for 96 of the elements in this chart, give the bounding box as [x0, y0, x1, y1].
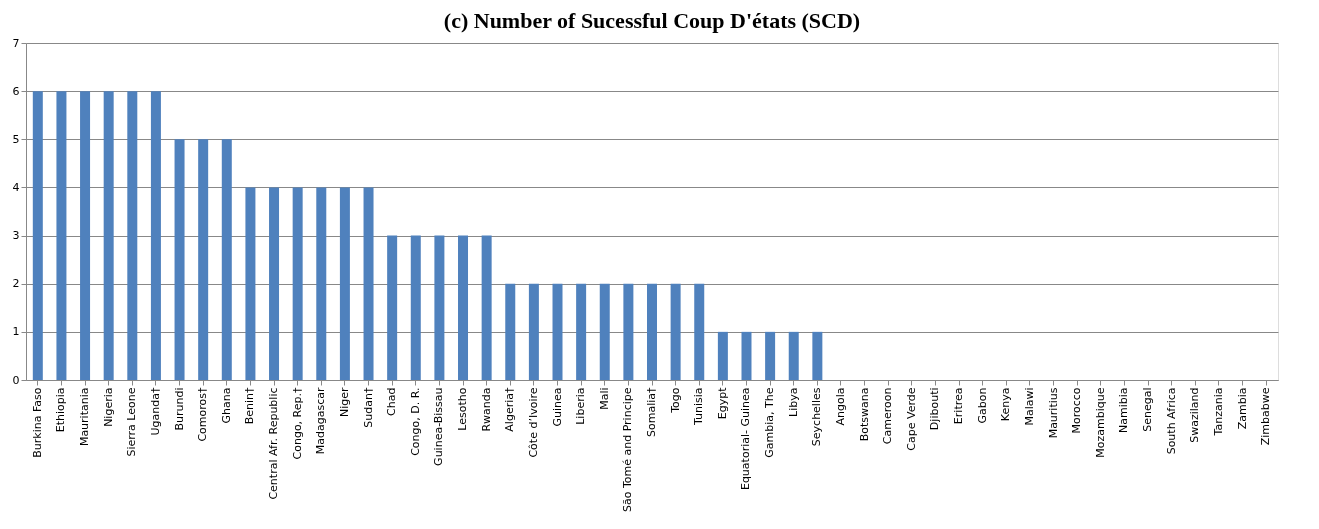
chart-title: (c) Number of Sucessful Coup D'états (SCD) — [443, 8, 861, 33]
bar — [127, 91, 138, 380]
x-tick-label: Côte d’Ivoire — [526, 387, 540, 458]
bar — [292, 187, 303, 380]
bar — [717, 331, 728, 380]
bar — [32, 91, 43, 380]
bar — [694, 283, 705, 380]
bar — [623, 283, 634, 380]
bar — [647, 283, 657, 380]
bar — [269, 187, 280, 380]
x-tick-label: Togo — [668, 387, 682, 414]
bar — [363, 187, 374, 380]
x-tick-label: Congo, D. R. — [408, 387, 422, 456]
x-tick-label: Swaziland — [1188, 387, 1202, 443]
bar — [198, 139, 209, 380]
bar — [339, 187, 350, 380]
x-tick-label: Cameroon — [881, 387, 895, 445]
bar — [434, 235, 445, 380]
x-tick-label: Tanzania — [1211, 387, 1225, 437]
x-tick-label: Ethiopia — [54, 387, 68, 433]
x-tick-label: Seychelles — [810, 387, 824, 447]
bar — [670, 283, 681, 380]
x-tick-label: Niger — [337, 387, 351, 418]
x-tick-label: Zambia — [1235, 387, 1249, 430]
x-tick-label: Chad — [385, 387, 399, 416]
bar — [765, 331, 776, 380]
x-tick-label: Morocco — [1070, 387, 1084, 434]
bar — [174, 139, 185, 380]
bar — [552, 283, 563, 380]
y-tick-label: 2 — [12, 277, 20, 291]
x-tick-label: Liberia — [574, 387, 588, 425]
x-tick-label: Senegal — [1141, 387, 1155, 432]
x-tick-label: Lesotho — [456, 387, 470, 431]
x-tick-label: Botswana — [857, 387, 871, 442]
y-tick-label: 1 — [12, 325, 20, 339]
x-tick-label: Equatorial- Guinea — [739, 387, 753, 491]
bar — [387, 235, 398, 380]
x-tick-label: Central Afr. Republic — [267, 387, 281, 500]
bar — [812, 331, 823, 380]
bar — [221, 139, 232, 380]
x-tick-label: Eritrea — [952, 387, 966, 425]
bar — [528, 283, 539, 380]
x-tick-label: Benin† — [243, 387, 257, 425]
x-tick-label: Namibia — [1117, 387, 1131, 434]
y-tick-label: 0 — [12, 373, 20, 387]
x-tick-label: Libya — [786, 387, 800, 417]
x-tick-label: Uganda† — [148, 387, 162, 436]
x-tick-label: São Tomé and Principe — [621, 387, 635, 513]
x-tick-label: Tunisia — [692, 387, 706, 427]
bar — [103, 91, 114, 380]
y-tick-label: 6 — [12, 84, 20, 98]
y-tick-label: 4 — [12, 180, 20, 194]
x-tick-label: Nigeria — [101, 387, 115, 427]
x-tick-label: Mauritius — [1046, 387, 1060, 439]
bar — [56, 91, 67, 380]
x-tick-label: Mozambique — [1093, 387, 1107, 458]
bar — [788, 331, 799, 380]
x-tick-label: Djibouti — [928, 387, 942, 431]
x-tick-label: Kenya — [999, 387, 1013, 422]
x-tick-label: Gabon — [975, 387, 989, 424]
x-tick-label: Madagascar — [314, 387, 328, 455]
x-tick-label: Egypt — [715, 386, 729, 420]
y-tick-label: 3 — [12, 229, 20, 243]
x-tick-label: Zimbabwe — [1259, 387, 1273, 446]
y-tick-label: 7 — [12, 36, 20, 50]
x-tick-label: Somalia† — [645, 387, 658, 438]
x-tick-label: Guinea-Bissau — [432, 387, 446, 466]
x-tick-label: Malawi — [1022, 387, 1036, 426]
x-tick-label: Comoros† — [196, 387, 210, 442]
bar — [741, 331, 752, 380]
bar — [410, 235, 421, 380]
bar — [505, 283, 516, 380]
bar — [150, 91, 161, 380]
x-tick-label: Sudan† — [361, 387, 375, 428]
x-tick-label: Gambia, The — [763, 387, 777, 458]
bar — [80, 91, 91, 380]
bar — [458, 235, 469, 380]
y-tick-label: 5 — [12, 132, 20, 146]
bar — [245, 187, 256, 380]
bar — [576, 283, 587, 380]
x-tick-label: Guinea — [550, 387, 564, 427]
x-tick-label: Mali — [597, 387, 611, 410]
x-tick-label: Burkina Faso — [30, 387, 44, 458]
x-tick-label: Ghana — [219, 387, 233, 424]
x-tick-label: Cape Verde — [904, 387, 918, 451]
bar — [481, 235, 492, 380]
x-tick-label: Algeria† — [503, 387, 517, 432]
x-tick-label: Congo, Rep.† — [290, 387, 304, 460]
bar — [316, 187, 327, 380]
bar — [599, 283, 610, 380]
x-tick-label: Sierra Leone — [125, 387, 139, 457]
x-tick-label: Angola — [833, 387, 847, 426]
x-tick-label: Burundi — [172, 387, 186, 431]
x-tick-label: Rwanda — [479, 387, 493, 432]
x-tick-label: Mauritania — [78, 387, 92, 447]
x-tick-label: South Africa — [1164, 387, 1178, 455]
